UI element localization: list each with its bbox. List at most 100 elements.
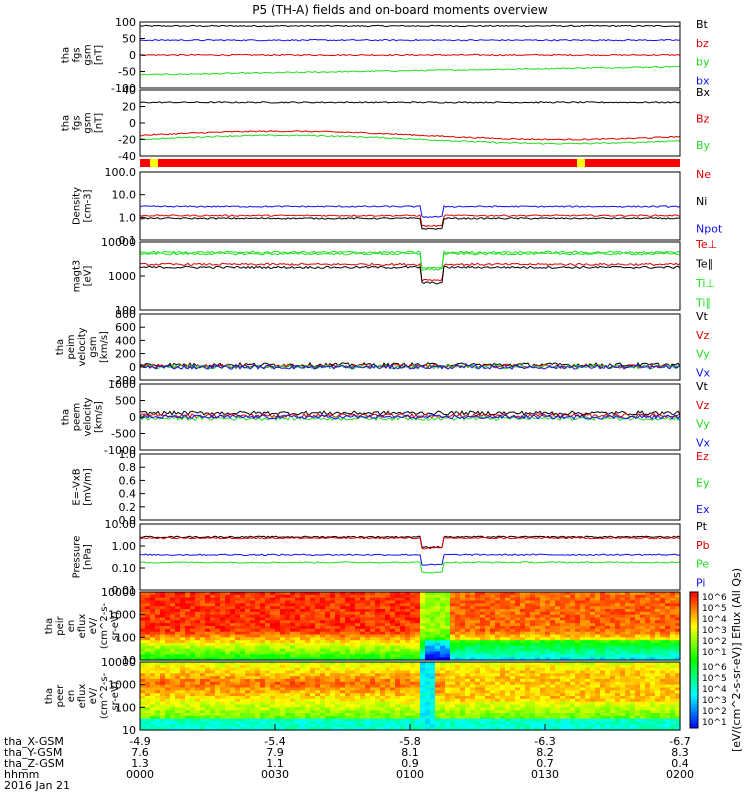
spectrogram-cell — [620, 665, 626, 668]
spectrogram-cell — [380, 654, 386, 657]
spectrogram-cell — [370, 654, 376, 657]
spectrogram-cell — [560, 654, 566, 657]
spectrogram-cell — [325, 654, 331, 657]
spectrogram-cell — [545, 603, 551, 606]
spectrogram-cell — [425, 682, 431, 685]
spectrogram-cell — [305, 707, 311, 710]
spectrogram-cell — [180, 673, 186, 676]
spectrogram-cell — [325, 682, 331, 685]
spectrogram-cell — [425, 603, 431, 606]
spectrogram-cell — [500, 699, 506, 702]
y-tick-label: 0 — [129, 49, 136, 62]
spectrogram-cell — [480, 620, 486, 623]
spectrogram-cell — [530, 629, 536, 632]
spectrogram-cell — [255, 612, 261, 615]
spectrogram-cell — [495, 716, 501, 719]
spectrogram-cell — [430, 637, 436, 640]
spectrogram-cell — [515, 637, 521, 640]
spectrogram-cell — [365, 682, 371, 685]
spectrogram-cell — [470, 699, 476, 702]
spectrogram-cell — [455, 603, 461, 606]
spectrogram-cell — [665, 620, 671, 623]
spectrogram-cell — [245, 682, 251, 685]
y-tick-label: 800 — [115, 308, 136, 321]
spectrogram-cell — [400, 595, 406, 598]
spectrogram-cell — [235, 603, 241, 606]
spectrogram-cell — [615, 612, 621, 615]
spectrogram-cell — [375, 603, 381, 606]
spectrogram-cell — [200, 699, 206, 702]
spectrogram-cell — [665, 690, 671, 693]
spectrogram-cell — [390, 682, 396, 685]
y-axis-label: Pressure — [72, 536, 83, 579]
spectrogram-cell — [310, 716, 316, 719]
series-line-bz — [140, 54, 680, 55]
spectrogram-cell — [185, 637, 191, 640]
spectrogram-cell — [470, 595, 476, 598]
spectrogram-cell — [310, 603, 316, 606]
spectrogram-cell — [665, 595, 671, 598]
spectrogram-cell — [375, 654, 381, 657]
spectrogram-cell — [195, 595, 201, 598]
spectrogram-cell — [240, 603, 246, 606]
spectrogram-cell — [450, 620, 456, 623]
spectrogram-cell — [590, 654, 596, 657]
spectrogram-cell — [480, 690, 486, 693]
spectrogram-cell — [630, 620, 636, 623]
spectrogram-cell — [375, 629, 381, 632]
spectrogram-cell — [405, 673, 411, 676]
spectrogram-cell — [530, 646, 536, 649]
spectrogram-cell — [445, 629, 451, 632]
spectrogram-cell — [285, 603, 291, 606]
spectrogram-cell — [425, 620, 431, 623]
spectrogram-cell — [580, 673, 586, 676]
spectrogram-cell — [360, 595, 366, 598]
spectrogram-cell — [525, 707, 531, 710]
spectrogram-cell — [265, 603, 271, 606]
spectrogram-cell — [495, 646, 501, 649]
spectrogram-cell — [325, 637, 331, 640]
spectrogram-cell — [325, 620, 331, 623]
spectrogram-cell — [535, 707, 541, 710]
spectrogram-cell — [495, 637, 501, 640]
spectrogram-cell — [440, 637, 446, 640]
spectrogram-cell — [235, 637, 241, 640]
spectrogram-cell — [370, 673, 376, 676]
spectrogram-cell — [635, 612, 641, 615]
spectrogram-cell — [245, 716, 251, 719]
spectrogram-cell — [310, 699, 316, 702]
spectrogram-cell — [190, 682, 196, 685]
spectrogram-cell — [600, 646, 606, 649]
spectrogram-cell — [375, 612, 381, 615]
spectrogram-cell — [370, 595, 376, 598]
spectrogram-cell — [660, 637, 666, 640]
spectrogram-cell — [170, 699, 176, 702]
spectrogram-cell — [275, 603, 281, 606]
spectrogram-cell — [350, 707, 356, 710]
spectrogram-cell — [340, 646, 346, 649]
spectrogram-cell — [190, 595, 196, 598]
spectrogram-cell — [475, 637, 481, 640]
spectrogram-cell — [410, 682, 416, 685]
spectrogram-cell — [645, 707, 651, 710]
spectrogram-cell — [370, 603, 376, 606]
spectrogram-cell — [410, 707, 416, 710]
spectrogram-cell — [380, 646, 386, 649]
spectrogram-cell — [630, 682, 636, 685]
spectrogram-cell — [615, 629, 621, 632]
spectrogram-cell — [140, 595, 146, 598]
spectrogram-cell — [305, 654, 311, 657]
spectrogram-cell — [225, 654, 231, 657]
y-axis-label: [mV/m] — [83, 468, 94, 506]
spectrogram-cell — [400, 637, 406, 640]
y-axis-label: [km/s] — [99, 331, 110, 363]
spectrogram-cell — [590, 612, 596, 615]
spectrogram-cell — [415, 690, 421, 693]
spectrogram-cell — [345, 690, 351, 693]
spectrogram-cell — [615, 682, 621, 685]
spectrogram-cell — [550, 699, 556, 702]
spectrogram-cell — [285, 620, 291, 623]
spectrogram-cell — [335, 646, 341, 649]
spectrogram-cell — [500, 620, 506, 623]
